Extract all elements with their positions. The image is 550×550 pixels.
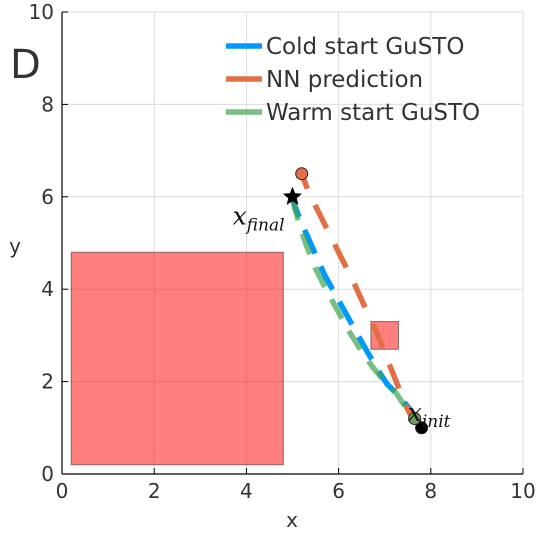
- x-tick-label: 10: [510, 479, 535, 503]
- annotation-subscript: init: [422, 412, 451, 432]
- legend-label-1: Cold start GuSTO: [266, 34, 464, 60]
- legend-label-2: NN prediction: [266, 67, 423, 93]
- marker-nn-end: [295, 167, 309, 181]
- series-lines: [289, 172, 422, 425]
- axes: 0 2 4 6 8 10 0 2 4 6 8 10: [29, 0, 536, 503]
- y-tick-label: 2: [41, 370, 54, 394]
- y-axis-label: y: [9, 234, 21, 258]
- x-tick-label: 2: [148, 479, 161, 503]
- y-tick-label: 6: [41, 185, 54, 209]
- grid: [61, 11, 524, 475]
- legend: Cold start GuSTO NN prediction Warm start …: [226, 34, 480, 126]
- series-line-1: [289, 196, 422, 425]
- x-axis-label: x: [286, 508, 298, 532]
- marker-goal: [282, 186, 303, 205]
- x-tick-label: 6: [332, 479, 345, 503]
- series-line-3: [289, 196, 417, 421]
- y-tick-label: 4: [41, 277, 54, 301]
- y-tick-label: 8: [41, 92, 54, 116]
- annotation-subscript: final: [245, 216, 285, 236]
- x-tick-label: 0: [56, 479, 69, 503]
- annotation-init: xinit: [408, 398, 451, 432]
- marker-warm-start-end: [408, 412, 422, 426]
- series-line-2: [299, 172, 415, 420]
- annotation-final: xfinal: [233, 202, 285, 236]
- y-tick-label: 10: [29, 0, 54, 24]
- legend-label-3: Warm start GuSTO: [266, 100, 480, 126]
- obstacle-rect-1: [70, 251, 284, 466]
- markers: [282, 167, 429, 435]
- y-tick-label: 0: [41, 462, 54, 486]
- panel-label: D: [10, 42, 41, 88]
- marker-start: [415, 421, 429, 435]
- x-tick-label: 4: [240, 479, 253, 503]
- x-tick-label: 8: [424, 479, 437, 503]
- obstacles: [70, 251, 400, 466]
